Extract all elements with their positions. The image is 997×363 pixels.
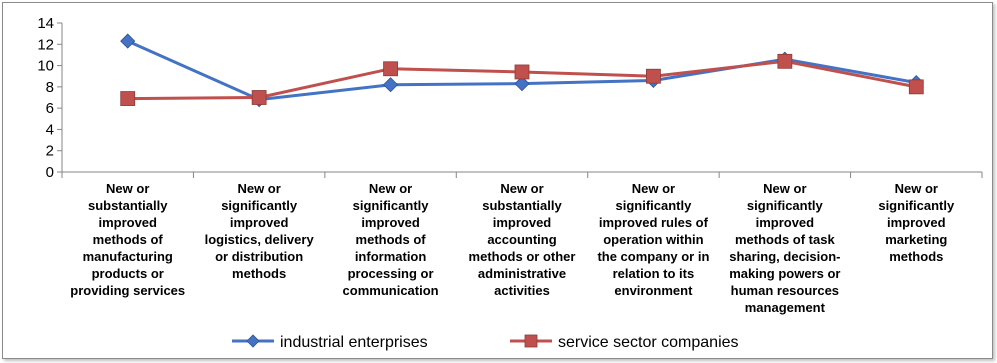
y-tick-label: 14 [37, 15, 54, 32]
x-category-label-line: significantly [615, 198, 692, 213]
x-category-label-line: New or [106, 181, 149, 196]
y-tick-label: 0 [46, 164, 54, 181]
x-axis-category-labels: New or substantially improved methods of man… [70, 181, 955, 315]
x-category-label-line: or distribution [215, 249, 303, 264]
y-tick-label: 12 [37, 36, 54, 53]
x-category-label-line: improved [493, 215, 552, 230]
data-point [908, 79, 924, 95]
x-category-label-line: information [355, 249, 427, 264]
x-category-label-line: making powers or [729, 266, 840, 281]
chart-axes [61, 23, 983, 178]
x-category-label-line: administrative [478, 266, 566, 281]
y-tick-label: 8 [46, 79, 54, 96]
x-category-label-line: significantly [747, 198, 824, 213]
x-category-label-line: improved [887, 215, 946, 230]
x-category-label-line: sharing, decision- [729, 249, 840, 264]
x-category-label-line: New or [500, 181, 543, 196]
x-category-label: New or significantly improved logistics, de… [205, 181, 315, 281]
x-category-label-line: operation within [603, 232, 703, 247]
data-point [120, 33, 136, 49]
x-category-label-line: New or [369, 181, 412, 196]
legend-label: service sector companies [558, 334, 739, 351]
x-category-label-line: improved [98, 215, 157, 230]
x-category-label-line: significantly [221, 198, 298, 213]
x-category-label-line: human resources [731, 283, 839, 298]
x-category-label-line: New or [632, 181, 675, 196]
x-category-label: New or substantially improved methods of man… [70, 181, 185, 298]
legend-marker [246, 334, 260, 348]
x-category-label-line: processing or [348, 266, 434, 281]
chart-legend: industrial enterprises service sector com… [232, 334, 739, 351]
y-axis-ticks: 0 2 4 6 8 10 12 14 [37, 15, 62, 181]
x-category-label-line: methods [232, 266, 286, 281]
x-category-label-line: the company or in [597, 249, 709, 264]
y-tick-label: 2 [46, 143, 54, 160]
legend-marker [524, 334, 538, 348]
x-category-label-line: improved [361, 215, 420, 230]
y-tick-label: 10 [37, 58, 54, 75]
x-category-label-line: providing services [70, 283, 185, 298]
x-category-label-line: management [745, 300, 826, 315]
x-category-label: New or significantly improved marketing meth… [878, 181, 955, 264]
x-category-label: New or significantly improved rules of oper… [597, 181, 709, 298]
data-point [646, 68, 661, 84]
x-category-label-line: improved rules of [599, 215, 709, 230]
x-category-label-line: methods [889, 249, 943, 264]
data-point [251, 90, 267, 105]
x-category-label-line: New or [763, 181, 806, 196]
x-category-label-line: New or [237, 181, 280, 196]
x-category-label: New or substantially improved accounting met… [469, 181, 576, 298]
legend-label: industrial enterprises [280, 334, 428, 351]
chart-series [120, 33, 924, 108]
x-category-label-line: substantially [482, 198, 562, 213]
data-point [514, 64, 530, 80]
data-point [383, 61, 398, 77]
x-category-label-line: environment [614, 283, 693, 298]
data-point [383, 77, 399, 93]
y-tick-label: 4 [46, 121, 54, 138]
x-category-label: New or significantly improved methods of inf… [343, 181, 439, 298]
data-point [120, 91, 136, 106]
x-category-label-line: New or [895, 181, 938, 196]
x-category-label-line: accounting [487, 232, 556, 247]
x-category-label-line: significantly [878, 198, 955, 213]
data-point [777, 53, 793, 69]
x-category-label-line: improved [230, 215, 289, 230]
y-tick-label: 6 [46, 100, 54, 117]
x-category-label-line: methods of task [735, 232, 835, 247]
x-category-label-line: manufacturing [83, 249, 173, 264]
x-category-label-line: marketing [885, 232, 947, 247]
x-category-label-line: improved [756, 215, 815, 230]
x-category-label-line: methods of [93, 232, 164, 247]
chart-frame [2, 2, 993, 359]
x-category-label-line: relation to its [613, 266, 695, 281]
x-category-label-line: activities [494, 283, 550, 298]
x-category-label-line: significantly [353, 198, 430, 213]
x-category-label-line: communication [343, 283, 439, 298]
x-category-label-line: products or [92, 266, 164, 281]
data-point [514, 76, 530, 92]
x-category-label-line: logistics, delivery [205, 232, 315, 247]
x-category-label-line: substantially [88, 198, 168, 213]
x-category-label-line: methods of [356, 232, 427, 247]
x-category-label-line: methods or other [469, 249, 576, 264]
x-category-label: New or significantly improved methods of ta… [729, 181, 840, 315]
